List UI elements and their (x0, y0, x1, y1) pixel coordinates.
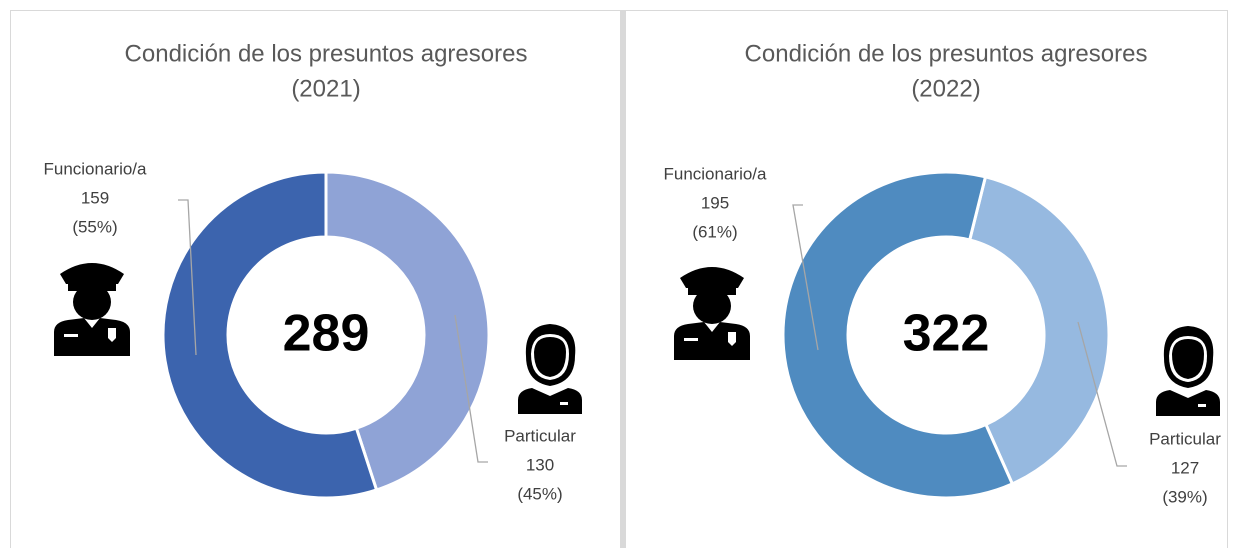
leader-line (178, 199, 197, 356)
leader-line (1077, 321, 1127, 467)
frame (10, 10, 1228, 548)
value-label: 195 (701, 193, 729, 212)
category-label: Particular (504, 426, 576, 445)
center-total: 322 (903, 305, 990, 363)
category-label: Funcionario/a (43, 159, 147, 178)
person-icon (1156, 326, 1220, 416)
value-label: 159 (81, 188, 109, 207)
value-label: 130 (526, 455, 554, 474)
percent-label: (39%) (1162, 487, 1207, 506)
donut-slice (324, 170, 491, 492)
category-label: Particular (1149, 429, 1221, 448)
percent-label: (55%) (72, 217, 117, 236)
percent-label: (45%) (517, 484, 562, 503)
leader-line (792, 204, 819, 351)
officer-icon (674, 267, 750, 360)
donut-slice (781, 170, 1015, 500)
category-label: Funcionario/a (663, 164, 767, 183)
leader-line (454, 314, 488, 463)
donut-slice (967, 175, 1111, 486)
divider (620, 10, 626, 548)
chart-title: Condición de los presuntos agresores (125, 40, 528, 67)
officer-icon (54, 263, 130, 356)
person-icon (518, 324, 582, 414)
center-total: 289 (283, 305, 370, 363)
chart-title: Condición de los presuntos agresores (745, 40, 1148, 67)
icons (54, 263, 1220, 416)
percent-label: (61%) (692, 222, 737, 241)
donut-slice (161, 170, 379, 500)
chart-subtitle: (2022) (911, 75, 980, 102)
chart-subtitle: (2021) (291, 75, 360, 102)
value-label: 127 (1171, 458, 1199, 477)
